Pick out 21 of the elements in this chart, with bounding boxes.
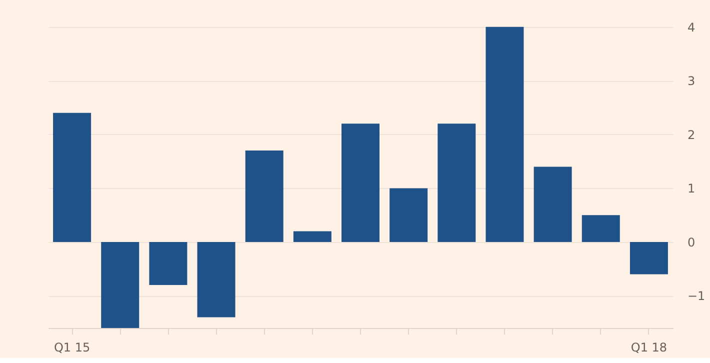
y-tick-label: 1	[688, 182, 696, 196]
bar	[534, 166, 572, 242]
x-tick-label: Q1 15	[54, 340, 90, 354]
bar	[101, 242, 140, 328]
x-tick-label: Q1 18	[630, 340, 668, 354]
y-tick-label: 0	[688, 235, 696, 250]
bar	[630, 242, 668, 274]
bar	[293, 231, 332, 242]
bar	[245, 150, 284, 242]
bar	[486, 26, 524, 242]
y-tick-label: 2	[688, 128, 696, 142]
bar	[149, 242, 188, 285]
bar	[390, 188, 428, 242]
bar	[342, 124, 380, 242]
y-tick-label: −1	[688, 289, 706, 304]
bar	[197, 242, 236, 318]
bar	[53, 112, 92, 242]
y-tick-label: 3	[688, 74, 696, 88]
bar	[438, 124, 476, 242]
bar	[582, 215, 620, 242]
y-tick-label: 4	[688, 20, 696, 34]
